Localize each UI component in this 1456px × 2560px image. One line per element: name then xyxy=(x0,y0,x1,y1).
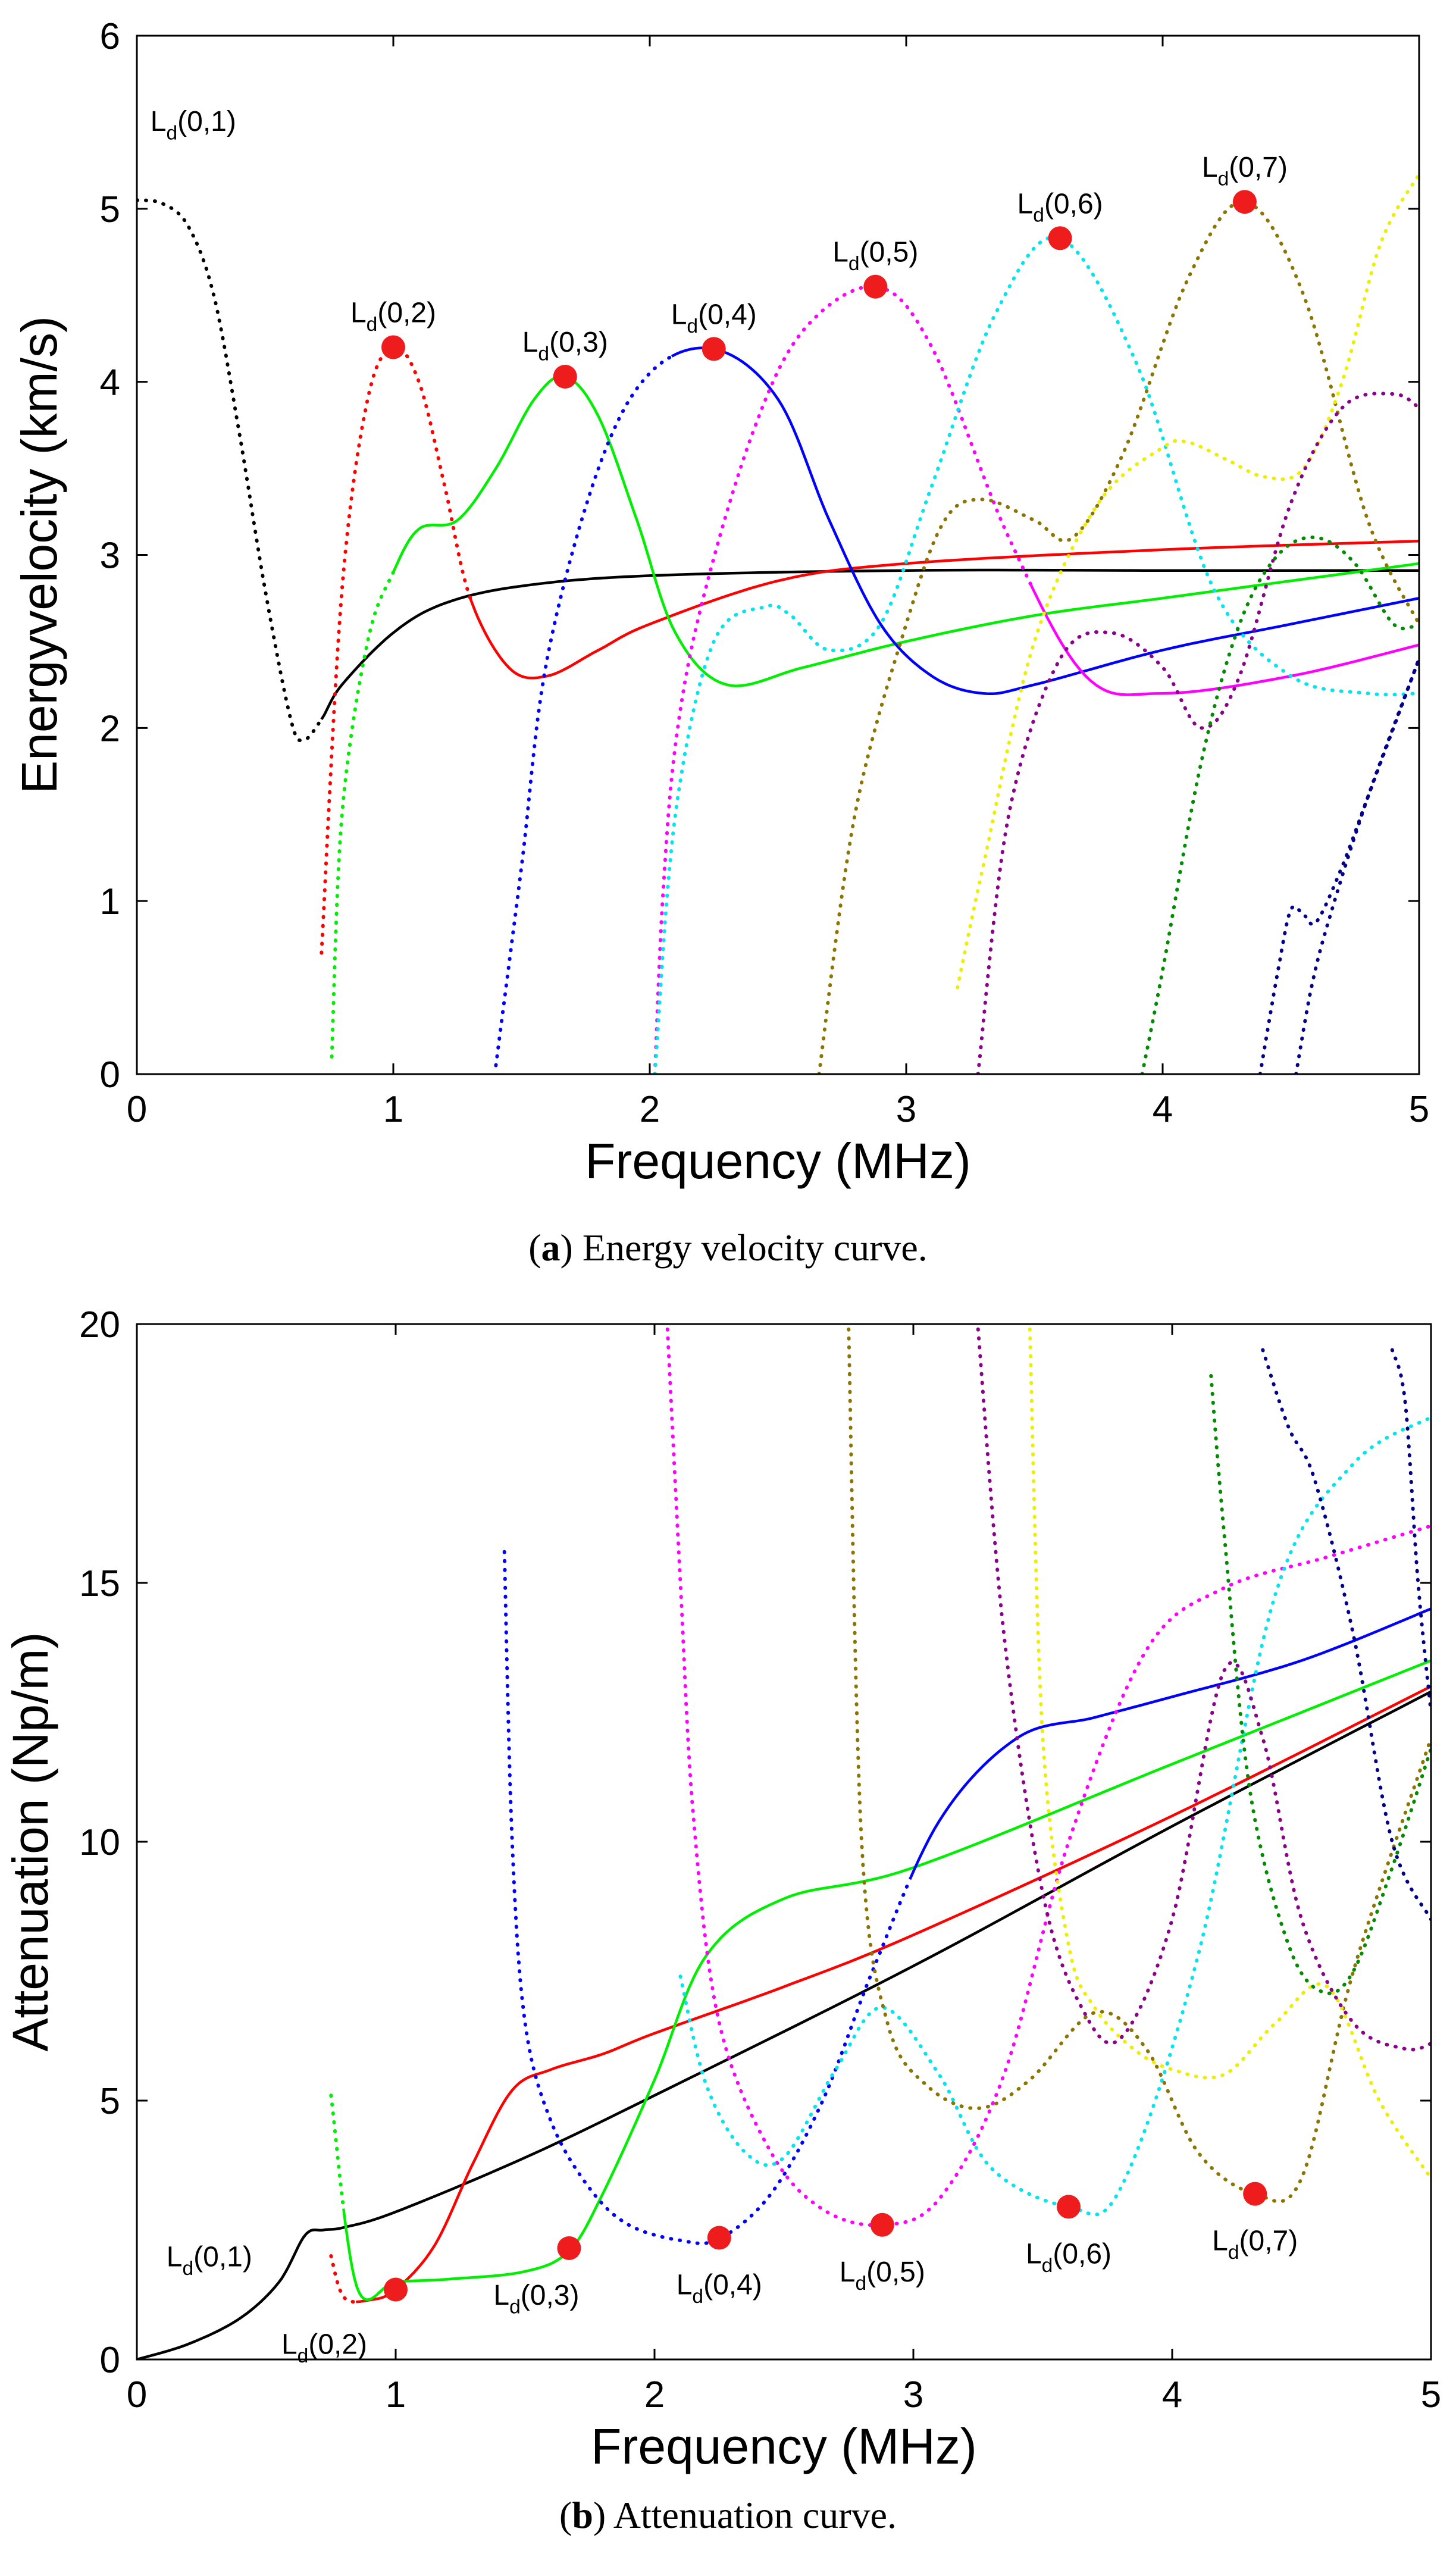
caption-a: (a) Energy velocity curve. xyxy=(528,1226,928,1269)
series-black-dotted xyxy=(137,198,324,743)
x-tick-label: 3 xyxy=(896,1089,916,1130)
series-olive-dotted xyxy=(847,1327,1431,2204)
mode-marker xyxy=(557,2236,581,2260)
series-green-dotted xyxy=(330,570,395,1059)
series-cyan-dotted xyxy=(653,235,1419,1074)
y-tick-label: 20 xyxy=(79,1304,120,1345)
series-cyan-dotted xyxy=(678,1415,1431,2217)
series-blue-dotted xyxy=(502,1550,912,2245)
series-red-line xyxy=(469,539,1419,680)
y-tick-label: 1 xyxy=(100,881,120,922)
series-dark-green-dotted xyxy=(1140,536,1419,1074)
y-tick-label: 15 xyxy=(79,1563,120,1604)
x-tick-label: 2 xyxy=(640,1089,660,1130)
mode-marker xyxy=(702,337,726,361)
series-yellow-dotted xyxy=(1028,1327,1431,2180)
series-red-dotted xyxy=(320,345,472,955)
x-tick-label: 0 xyxy=(127,2374,147,2415)
series-magenta-line xyxy=(1029,584,1419,696)
plot-frame xyxy=(136,35,1420,1075)
x-tick-label: 5 xyxy=(1421,2374,1441,2415)
mode-label: Ld(0,1) xyxy=(167,2241,252,2279)
series-blue-line xyxy=(671,346,1419,696)
y-tick-label: 5 xyxy=(100,189,120,230)
series-magenta-dotted xyxy=(653,284,1033,1074)
plot-frame xyxy=(136,1323,1432,2361)
mode-label: Ld(0,3) xyxy=(493,2280,579,2318)
y-tick-label: 4 xyxy=(100,362,120,403)
mode-label: Ld(0,7) xyxy=(1212,2226,1298,2264)
mode-marker xyxy=(870,2212,894,2237)
mode-label: Ld(0,5) xyxy=(840,2257,925,2295)
series-green-line xyxy=(392,374,1419,687)
series-yellow-dotted xyxy=(956,172,1419,990)
series-navy-dotted xyxy=(1258,657,1419,1074)
mode-label: Ld(0,5) xyxy=(832,237,918,275)
attenuation-chart: 0 1 2 3 4 5 0 5 10 15 20 Frequency (MHz) Attenuation… xyxy=(2,1304,1441,2474)
series-dark-green-dotted xyxy=(1209,1374,1431,1995)
y-tick-label: 0 xyxy=(100,1054,120,1096)
series-purple-dotted xyxy=(976,1327,1431,2052)
mode-marker xyxy=(863,274,888,299)
x-tick-label: 0 xyxy=(127,1089,147,1130)
caption-b-letter: b xyxy=(572,2494,593,2536)
x-tick-label: 1 xyxy=(383,1089,403,1130)
mode-label: Ld(0,6) xyxy=(1017,188,1103,226)
series-red-line xyxy=(356,1685,1431,2304)
series-black-line xyxy=(320,568,1419,721)
x-axis-label: Frequency (MHz) xyxy=(591,2418,977,2474)
mode-marker xyxy=(553,364,577,389)
y-tick-label: 6 xyxy=(100,16,120,57)
mode-label: Ld(0,3) xyxy=(522,327,608,365)
series-navy-2-dotted xyxy=(1294,657,1419,1074)
series-group xyxy=(137,172,1419,1074)
y-axis-label: Energyvelocity (km/s) xyxy=(11,316,67,794)
y-tick-label: 5 xyxy=(100,2081,120,2122)
mode-marker xyxy=(1243,2182,1267,2206)
mode-marker xyxy=(1232,190,1257,214)
y-tick-label: 10 xyxy=(79,1822,120,1863)
series-magenta-dotted xyxy=(665,1327,1431,2227)
mode-label: Ld(0,7) xyxy=(1202,152,1288,190)
y-tick-label: 0 xyxy=(100,2340,120,2381)
series-red-dotted xyxy=(329,2254,358,2304)
mode-label: Ld(0,2) xyxy=(281,2329,367,2367)
x-tick-label: 2 xyxy=(644,2374,665,2415)
energy-velocity-chart: 0 1 2 3 4 5 0 1 2 3 4 5 6 Frequency (MHz) Energyveloci… xyxy=(11,16,1429,1189)
series-navy-2-dotted xyxy=(1390,1348,1431,1714)
x-tick-label: 5 xyxy=(1409,1089,1429,1130)
mode-label: Ld(0,2) xyxy=(350,298,436,336)
mode-label: Ld(0,4) xyxy=(677,2270,762,2308)
mode-label: Ld(0,4) xyxy=(671,299,757,337)
mode-marker xyxy=(707,2226,731,2250)
y-axis-label: Attenuation (Np/m) xyxy=(2,1632,58,2052)
series-olive-dotted xyxy=(817,200,1419,1074)
x-tick-label: 3 xyxy=(903,2374,923,2415)
x-axis-label: Frequency (MHz) xyxy=(585,1133,971,1189)
caption-a-letter: a xyxy=(541,1226,561,1269)
series-green-dotted xyxy=(329,2093,346,2211)
y-tick-label: 2 xyxy=(100,708,120,749)
series-blue-dotted xyxy=(494,354,674,1068)
caption-b: (b) Attenuation curve. xyxy=(559,2494,897,2536)
series-navy-dotted xyxy=(1261,1348,1431,1921)
mode-marker xyxy=(1048,226,1072,251)
x-tick-label: 4 xyxy=(1162,2374,1182,2415)
caption-a-text: Energy velocity curve. xyxy=(572,1226,928,1269)
mode-marker xyxy=(1057,2195,1081,2219)
y-tick-label: 3 xyxy=(100,536,120,577)
x-tick-label: 1 xyxy=(386,2374,406,2415)
series-green-line xyxy=(342,1659,1431,2301)
mode-marker xyxy=(384,2277,408,2302)
series-group xyxy=(137,1327,1431,2359)
mode-marker xyxy=(381,335,405,359)
mode-label: Ld(0,1) xyxy=(151,106,236,144)
series-purple-dotted xyxy=(976,392,1419,1074)
series-black-line xyxy=(137,1690,1431,2359)
mode-label: Ld(0,6) xyxy=(1026,2238,1111,2276)
caption-b-text: Attenuation curve. xyxy=(606,2494,897,2536)
x-tick-label: 4 xyxy=(1153,1089,1173,1130)
